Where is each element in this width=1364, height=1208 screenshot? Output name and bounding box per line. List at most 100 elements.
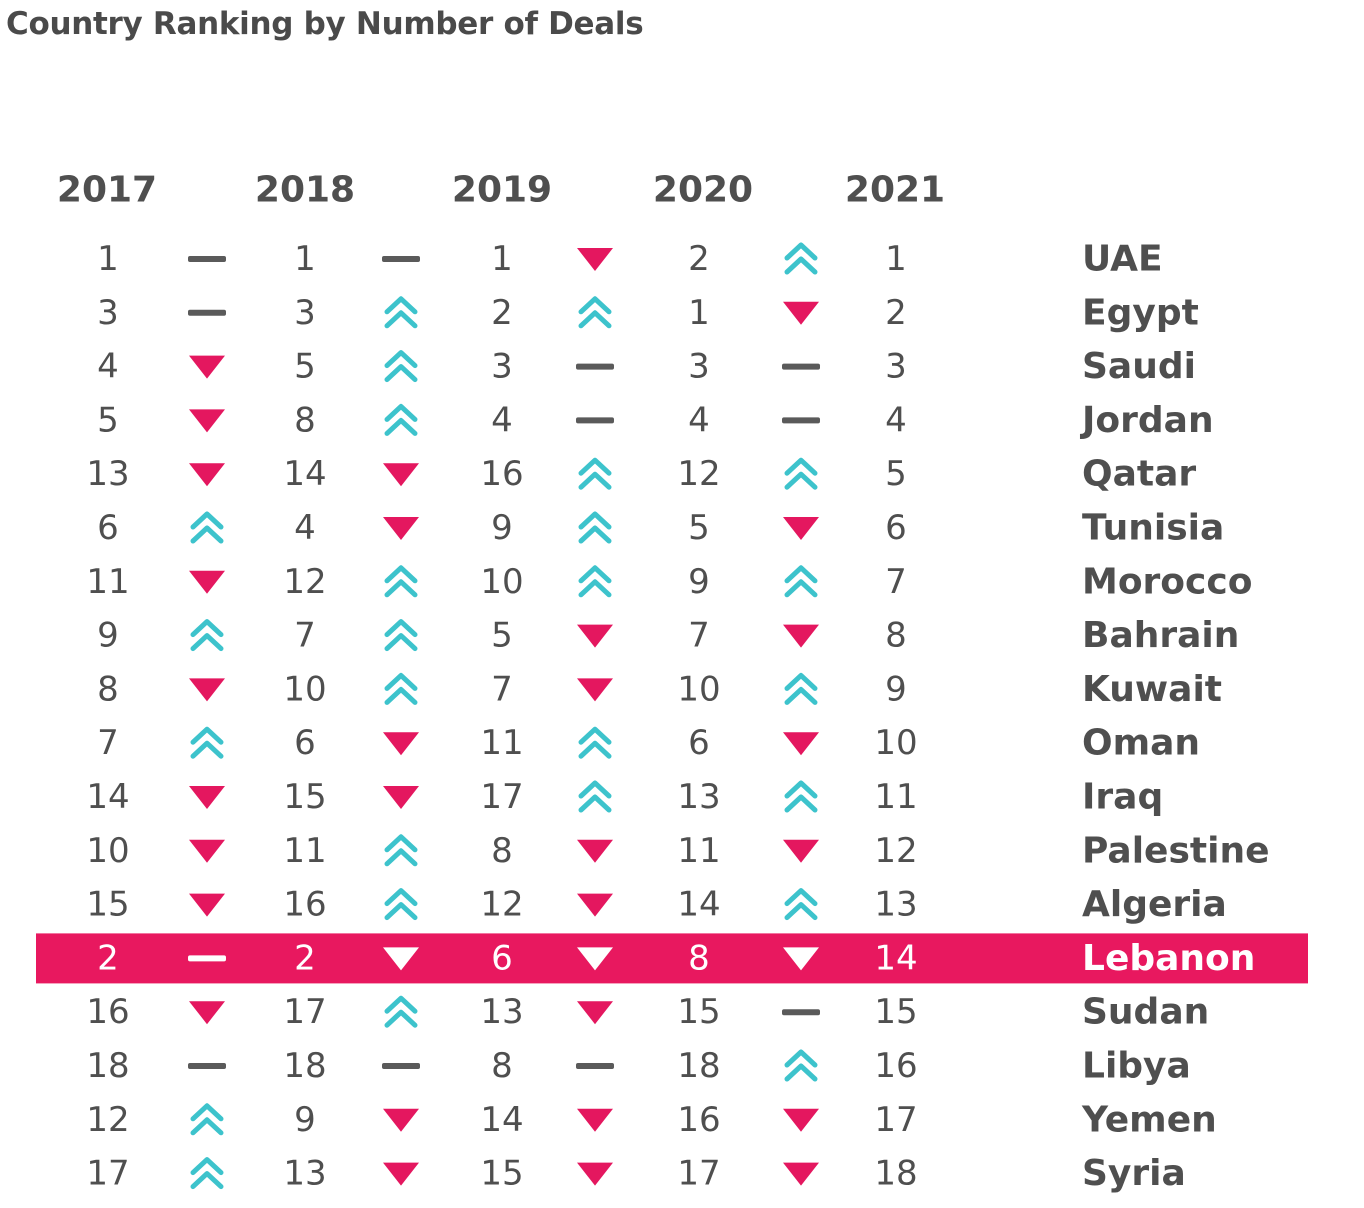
rank-egypt-2018: 3 (294, 293, 316, 333)
down-triangle-icon (383, 517, 419, 540)
dash-icon (188, 1063, 226, 1069)
rank-syria-2021: 18 (874, 1154, 917, 1194)
rank-syria-2020: 17 (677, 1154, 720, 1194)
country-label-egypt: Egypt (1082, 292, 1199, 333)
up-arrow-icon (578, 457, 612, 490)
dash-icon (782, 417, 820, 424)
down-triangle-icon (383, 1162, 419, 1186)
down-triangle-icon (189, 463, 225, 487)
down-triangle-icon (383, 1108, 419, 1132)
rank-algeria-2019: 12 (480, 885, 523, 925)
rank-kuwait-2019: 7 (491, 669, 513, 709)
year-header-2019: 2019 (452, 170, 552, 211)
rank-saudi-2017: 4 (97, 347, 119, 387)
up-arrow-icon (190, 619, 224, 652)
rank-uae-2021: 1 (885, 239, 907, 279)
rank-morocco-2019: 10 (480, 562, 523, 602)
down-triangle-icon (189, 355, 225, 379)
rank-jordan-2020: 4 (688, 400, 710, 440)
dash-icon (188, 955, 226, 962)
rank-oman-2019: 11 (480, 723, 523, 763)
rank-yemen-2017: 12 (86, 1100, 129, 1140)
dash-icon (576, 417, 614, 424)
rank-libya-2021: 16 (874, 1046, 917, 1086)
down-triangle-icon (783, 517, 819, 540)
rank-iraq-2018: 15 (283, 777, 326, 817)
country-label-tunisia: Tunisia (1082, 508, 1224, 549)
rank-saudi-2018: 5 (294, 347, 316, 387)
row-bahrain: 9 7 5 7 8 Bahrain (97, 615, 1239, 656)
dash-icon (382, 256, 420, 262)
down-triangle-icon (577, 248, 613, 271)
up-arrow-icon (384, 619, 418, 652)
rank-uae-2017: 1 (97, 239, 119, 279)
country-label-saudi: Saudi (1082, 346, 1196, 387)
rank-palestine-2020: 11 (677, 831, 720, 871)
rank-qatar-2020: 12 (677, 454, 720, 494)
down-triangle-icon (383, 786, 419, 809)
down-triangle-icon (783, 947, 819, 971)
rank-oman-2020: 6 (688, 723, 710, 763)
rank-jordan-2018: 8 (294, 400, 316, 440)
rank-lebanon-2019: 6 (491, 938, 513, 978)
rank-iraq-2020: 13 (677, 777, 720, 817)
up-arrow-icon (190, 726, 224, 759)
down-triangle-icon (189, 570, 225, 594)
rank-jordan-2021: 4 (885, 400, 907, 440)
rank-tunisia-2021: 6 (885, 508, 907, 548)
row-kuwait: 8 10 7 10 9 Kuwait (97, 669, 1222, 710)
rank-algeria-2017: 15 (86, 885, 129, 925)
row-libya: 18 18 8 18 16 Libya (86, 1046, 1190, 1087)
down-triangle-icon (577, 893, 613, 917)
rank-jordan-2019: 4 (491, 400, 513, 440)
dash-icon (188, 256, 226, 262)
up-arrow-icon (384, 834, 418, 867)
rank-libya-2019: 8 (491, 1046, 513, 1086)
up-arrow-icon (784, 457, 818, 490)
up-arrow-icon (190, 1103, 224, 1136)
up-arrow-icon (784, 242, 818, 275)
down-triangle-icon (783, 839, 819, 863)
down-triangle-icon (383, 947, 419, 971)
rank-qatar-2017: 13 (86, 454, 129, 494)
rank-algeria-2018: 16 (283, 885, 326, 925)
rank-morocco-2018: 12 (283, 562, 326, 602)
rank-qatar-2018: 14 (283, 454, 326, 494)
rank-bahrain-2020: 7 (688, 616, 710, 656)
country-label-qatar: Qatar (1082, 454, 1196, 495)
country-label-kuwait: Kuwait (1082, 669, 1222, 710)
rank-lebanon-2018: 2 (294, 938, 316, 978)
rank-libya-2020: 18 (677, 1046, 720, 1086)
up-arrow-icon (784, 672, 818, 705)
up-arrow-icon (578, 565, 612, 598)
up-arrow-icon (384, 403, 418, 436)
rank-uae-2018: 1 (294, 239, 316, 279)
country-label-lebanon: Lebanon (1082, 938, 1255, 979)
country-label-algeria: Algeria (1082, 884, 1227, 925)
up-arrow-icon (384, 296, 418, 329)
rank-tunisia-2017: 6 (97, 508, 119, 548)
rank-sudan-2020: 15 (677, 992, 720, 1032)
rank-iraq-2021: 11 (874, 777, 917, 817)
rank-morocco-2017: 11 (86, 562, 129, 602)
up-arrow-icon (578, 296, 612, 329)
down-triangle-icon (189, 786, 225, 809)
dash-icon (576, 1063, 614, 1069)
rank-bahrain-2018: 7 (294, 616, 316, 656)
dash-icon (382, 1063, 420, 1069)
up-arrow-icon (784, 565, 818, 598)
country-label-palestine: Palestine (1082, 830, 1270, 871)
down-triangle-icon (577, 947, 613, 971)
year-header-2021: 2021 (845, 170, 945, 211)
country-label-morocco: Morocco (1082, 561, 1252, 602)
up-arrow-icon (784, 888, 818, 921)
up-arrow-icon (384, 565, 418, 598)
up-arrow-icon (384, 672, 418, 705)
country-label-iraq: Iraq (1082, 777, 1163, 818)
down-triangle-icon (783, 624, 819, 648)
row-iraq: 14 15 17 13 11 Iraq (86, 777, 1163, 818)
down-triangle-icon (189, 839, 225, 863)
rank-bahrain-2021: 8 (885, 616, 907, 656)
down-triangle-icon (577, 1001, 613, 1025)
country-label-sudan: Sudan (1082, 992, 1209, 1033)
